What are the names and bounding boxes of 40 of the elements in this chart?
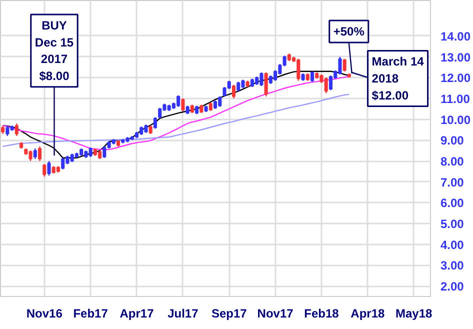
y-tick-label: 12.00 [440, 71, 471, 86]
y-tick-label: 4.00 [440, 238, 464, 252]
candlestick [158, 107, 162, 119]
annotation: BUY Dec 15 2017 $8.00 [34, 18, 74, 83]
candlestick [181, 98, 185, 112]
x-tick-label: Apr18 [350, 306, 386, 320]
y-tick-label: 2.00 [440, 280, 464, 294]
candlestick [342, 58, 346, 72]
annotation: +50% [333, 24, 365, 38]
y-tick-label: 14.00 [440, 29, 471, 44]
y-tick-label: 11.00 [440, 92, 470, 106]
x-tick-label: Nov17 [257, 306, 294, 320]
candlestick [153, 116, 157, 130]
y-tick-label: 7.00 [440, 175, 464, 190]
candlestick [61, 157, 65, 170]
y-tick-label: 10.00 [440, 112, 471, 127]
candlestick [38, 146, 42, 162]
y-tick-label: 9.00 [440, 134, 464, 148]
candlestick [328, 74, 333, 91]
candlestick [47, 160, 51, 176]
y-tick-label: 8.00 [440, 154, 464, 169]
x-tick-label: May18 [396, 306, 433, 320]
candlestick [42, 164, 46, 178]
candlestick [14, 122, 18, 137]
line-series [2, 94, 350, 148]
y-tick-label: 13.00 [440, 50, 471, 64]
candlestick [264, 72, 268, 97]
y-tick-label: 6.00 [440, 196, 464, 210]
x-tick-label: Sep17 [211, 306, 248, 320]
x-tick-label: Feb18 [304, 306, 340, 320]
y-tick-label: 5.00 [440, 217, 464, 232]
x-tick-label: Feb17 [73, 306, 108, 320]
x-tick-label: Apr17 [120, 306, 154, 320]
y-tick-label: 3.00 [440, 258, 464, 273]
x-tick-label: Nov16 [26, 306, 63, 320]
candlestick [310, 70, 314, 82]
candlestick [232, 84, 236, 100]
x-tick-label: Jul17 [168, 306, 199, 320]
annotation: March 14 2018 $12.00 [372, 54, 424, 102]
candlestick [33, 148, 37, 160]
